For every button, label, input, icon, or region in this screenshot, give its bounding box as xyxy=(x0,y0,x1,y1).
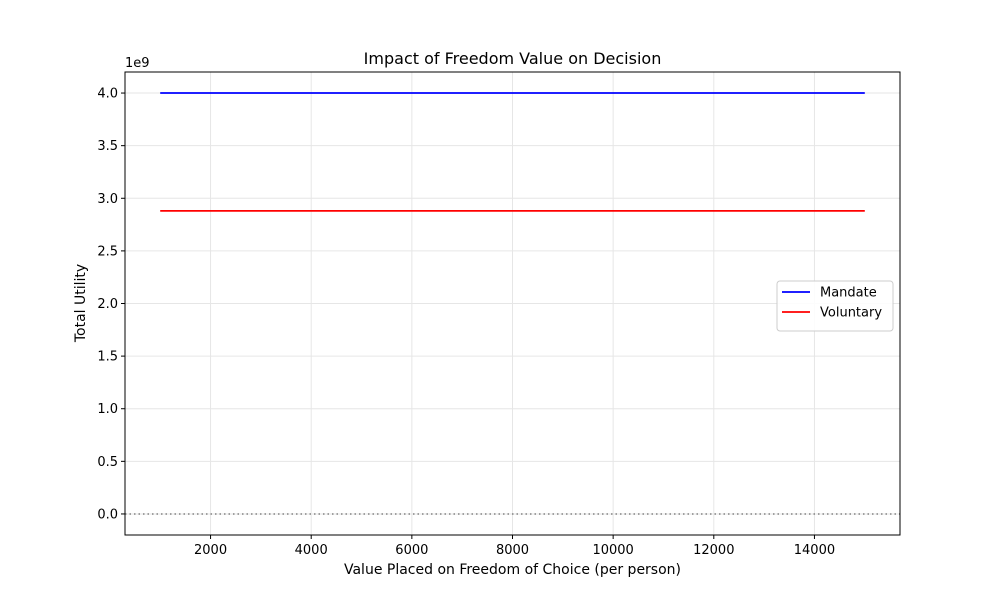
y-tick-label: 3.5 xyxy=(97,139,118,154)
y-tick-label: 3.0 xyxy=(97,192,118,207)
y-axis-label: Total Utility xyxy=(73,264,89,343)
x-tick-label: 6000 xyxy=(395,543,428,558)
y-tick-label: 0.5 xyxy=(97,455,118,470)
y-tick-label: 1.0 xyxy=(97,402,118,417)
x-tick-label: 4000 xyxy=(295,543,328,558)
legend-box xyxy=(776,280,894,332)
x-tick-label: 2000 xyxy=(194,543,227,558)
y-tick-label: 0.0 xyxy=(97,507,118,522)
x-tick-label: 8000 xyxy=(496,543,529,558)
y-axis-scale-label: 1e9 xyxy=(125,56,150,71)
legend-label-mandate: Mandate xyxy=(820,286,877,301)
y-tick-label: 2.5 xyxy=(97,244,118,259)
y-tick-label: 2.0 xyxy=(97,297,118,312)
legend: Mandate Voluntary xyxy=(776,280,894,332)
chart-title: Impact of Freedom Value on Decision xyxy=(364,49,662,68)
x-tick-label: 10000 xyxy=(592,543,633,558)
x-axis-label: Value Placed on Freedom of Choice (per p… xyxy=(344,562,681,578)
grid-lines xyxy=(125,72,900,535)
y-tick-label: 4.0 xyxy=(97,87,118,102)
axis-ticks: 2000 4000 6000 8000 10000 12000 14000 0.0 0.5 1.0… xyxy=(97,87,835,558)
series-lines xyxy=(160,92,865,212)
legend-label-voluntary: Voluntary xyxy=(820,306,882,321)
x-tick-label: 12000 xyxy=(693,543,734,558)
y-tick-label: 1.5 xyxy=(97,350,118,365)
x-tick-label: 14000 xyxy=(794,543,835,558)
